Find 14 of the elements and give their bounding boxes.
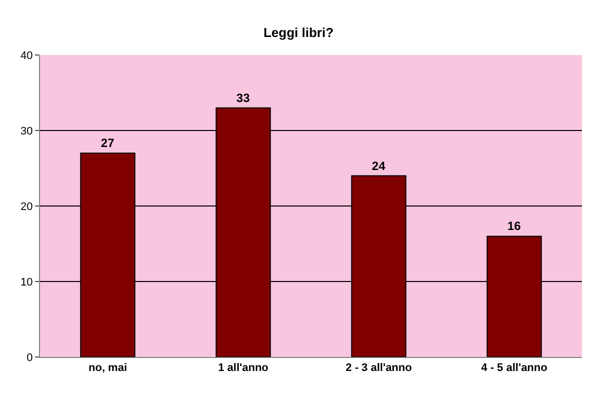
x-tick-label: 2 - 3 all'anno <box>346 362 412 374</box>
data-label: 24 <box>372 158 386 173</box>
y-tick-label: 10 <box>20 276 33 288</box>
y-tick-label: 30 <box>20 125 33 138</box>
y-tick-label: 20 <box>20 200 33 213</box>
x-tick-label: 4 - 5 all'anno <box>481 362 548 374</box>
data-label: 33 <box>236 90 250 105</box>
x-tick-label: no, mai <box>88 362 128 374</box>
y-tick-label: 0 <box>26 352 33 364</box>
x-tick-label: 1 all'anno <box>218 362 269 374</box>
data-label: 16 <box>507 219 522 234</box>
chart-title: Leggi libri? <box>263 24 334 40</box>
data-label: 27 <box>100 136 115 150</box>
y-tick-label: 40 <box>20 50 33 62</box>
